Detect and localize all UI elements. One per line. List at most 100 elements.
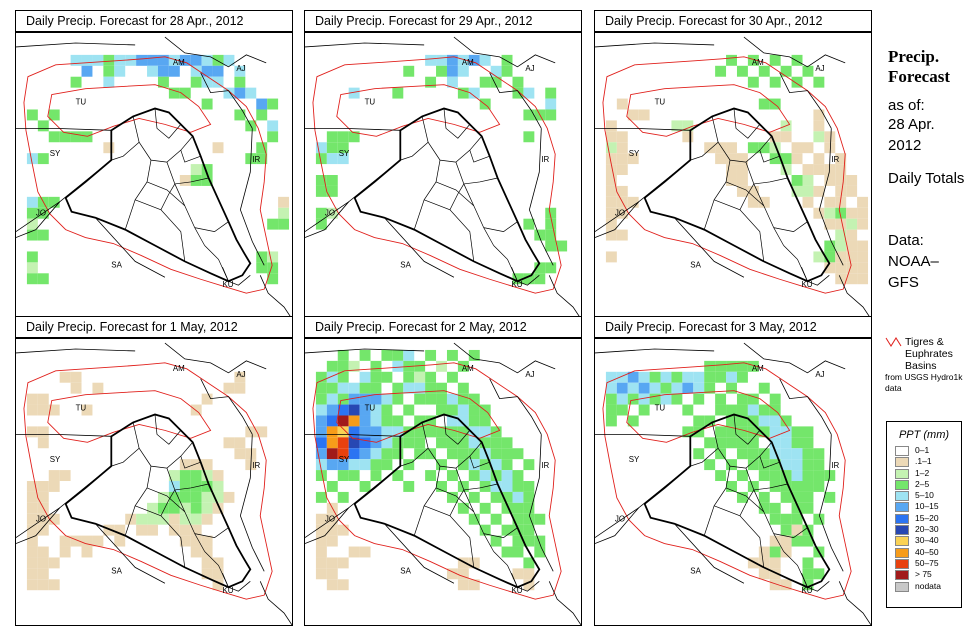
precip-cell [736, 448, 748, 460]
precip-cell [315, 491, 327, 503]
country-border [453, 342, 556, 374]
precip-cell [337, 579, 349, 591]
province-boundary [424, 505, 475, 568]
precip-cell [523, 513, 535, 525]
precip-cell [212, 76, 224, 88]
precip-cell [523, 491, 535, 503]
precip-cell [791, 76, 803, 88]
legend-item: 0–1 [887, 445, 961, 456]
country-label: KU [802, 280, 813, 289]
precip-cell [201, 393, 213, 405]
precip-cell [627, 415, 639, 427]
precip-cell [37, 546, 49, 558]
precip-cell [512, 502, 524, 514]
precip-cell [392, 349, 404, 361]
precip-cell [490, 470, 502, 482]
precip-cell [190, 164, 202, 176]
precip-cell [414, 437, 426, 449]
precip-cell [26, 481, 38, 492]
precip-cell [315, 371, 327, 383]
precip-cell [693, 382, 705, 394]
country-label: AM [173, 364, 185, 373]
province-boundary [463, 177, 498, 185]
precip-cell [545, 262, 557, 274]
precip-cell [359, 459, 371, 471]
country-label: AM [752, 58, 764, 67]
precip-cell [791, 448, 803, 460]
precip-cell [813, 448, 825, 460]
province-boundary [180, 150, 201, 163]
precip-cell [736, 153, 748, 165]
province-boundary [773, 221, 808, 232]
precip-cell [446, 568, 458, 580]
precip-cell [278, 218, 290, 230]
precip-cell [501, 459, 513, 471]
precip-cell [627, 393, 639, 405]
precip-cell [715, 404, 727, 416]
precip-cell [780, 153, 792, 165]
precip-cell [468, 448, 480, 460]
province-boundary [469, 456, 490, 469]
precip-cell [326, 459, 338, 471]
precip-cell [436, 481, 447, 492]
precip-cell [704, 142, 716, 154]
precip-cell [627, 371, 639, 383]
precip-cell [326, 175, 338, 186]
precip-cell [468, 579, 480, 591]
precip-cell [403, 437, 415, 449]
precip-cell [348, 448, 360, 460]
precip-cell [381, 426, 393, 438]
precip-cell [381, 404, 393, 416]
precip-cell [348, 87, 360, 99]
precip-cell [616, 404, 628, 416]
country-border [548, 275, 581, 319]
precip-cell [512, 470, 524, 482]
precip-cell [605, 251, 617, 263]
country-label: TU [655, 404, 666, 413]
province-boundary [413, 466, 441, 536]
precip-cell [234, 371, 246, 383]
precip-cell [468, 470, 480, 482]
precip-cell [359, 371, 371, 383]
precip-cell [857, 196, 869, 208]
precip-cell [457, 481, 469, 492]
precip-cell [212, 491, 224, 503]
precip-cell [726, 164, 737, 176]
panel-title: Daily Precip. Forecast for 1 May, 2012 [15, 316, 293, 338]
legend-item: 20–30 [887, 524, 961, 536]
iraq-border [353, 107, 541, 283]
precip-cell [37, 579, 49, 591]
precip-cell [414, 371, 426, 383]
precip-cell [436, 404, 447, 416]
precip-cell [425, 470, 437, 482]
precip-cell [48, 481, 60, 492]
precip-cell [348, 415, 360, 427]
country-label: SY [50, 149, 61, 158]
precip-cell [726, 404, 737, 416]
precip-cell [605, 382, 617, 394]
precip-cell [381, 371, 393, 383]
legend-item: 5–10 [887, 490, 961, 502]
precip-cell [802, 502, 814, 514]
precip-cell [780, 415, 792, 427]
precip-cell [26, 546, 38, 558]
as-of-date: 28 Apr. 2012 [888, 116, 935, 154]
precip-cell [425, 54, 437, 66]
precip-cell [791, 535, 803, 547]
precip-cell [758, 65, 770, 77]
province-boundary [132, 116, 193, 163]
basin-outline-inner [626, 84, 791, 137]
precip-cell [212, 142, 224, 154]
country-label: JO [36, 515, 46, 524]
precip-cell [446, 491, 458, 503]
precip-cell [179, 524, 191, 536]
precip-cell [234, 87, 246, 99]
precip-cell [147, 513, 158, 525]
precip-cell [726, 153, 737, 165]
forecast-map: AM AJ TU SY IR JO SA KU [304, 338, 582, 626]
province-boundary [483, 527, 518, 538]
precip-cell [616, 393, 628, 405]
precip-cell [337, 153, 349, 165]
precip-cell [348, 546, 360, 558]
precip-cell [190, 65, 202, 77]
